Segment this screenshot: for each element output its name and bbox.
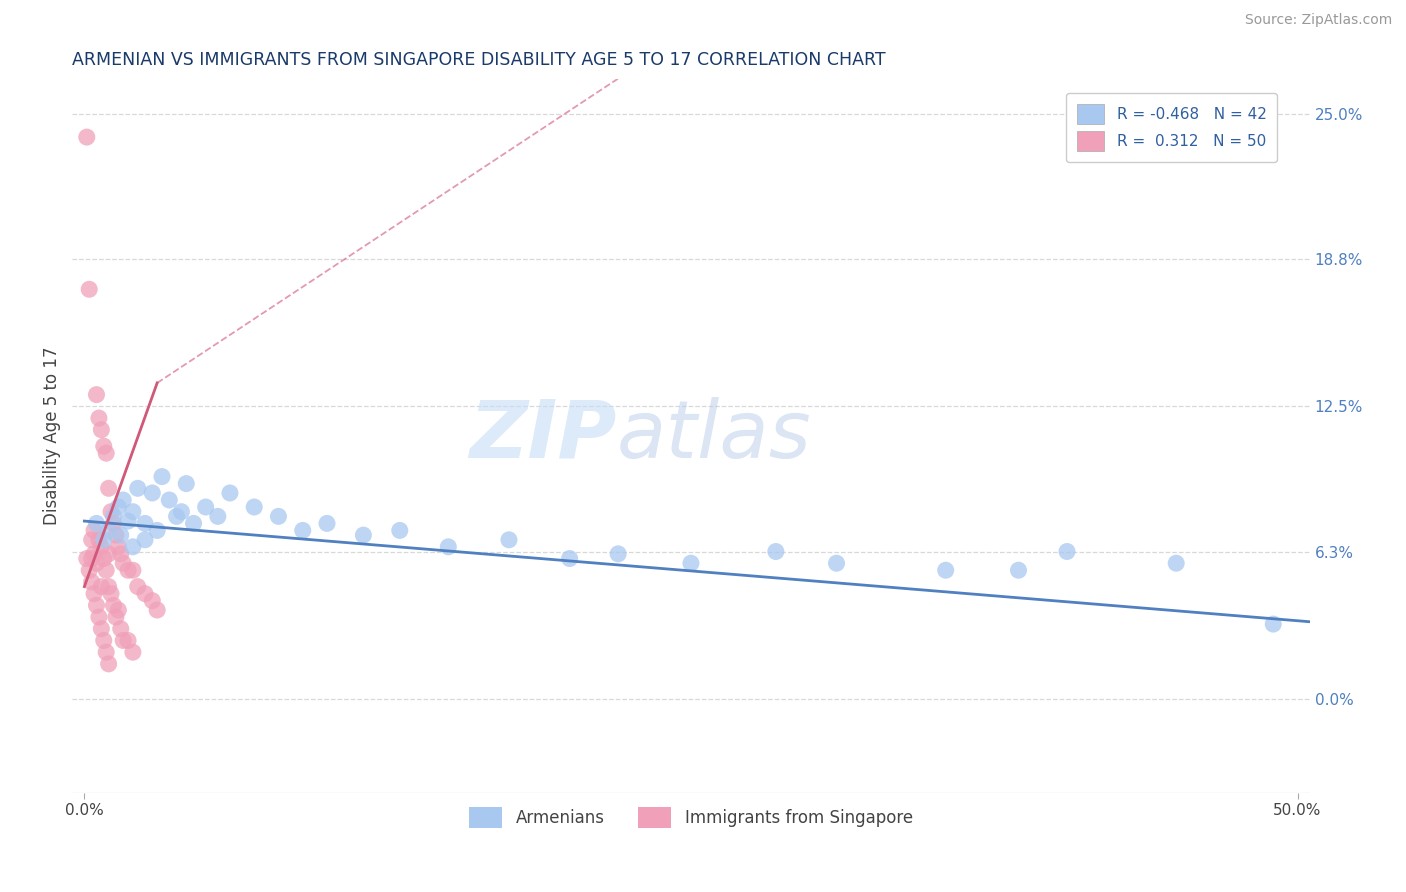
Point (86, 556, 108, 570)
Legend: Armenians, Immigrants from Singapore: Armenians, Immigrants from Singapore (463, 801, 920, 834)
Point (96, 645, 118, 659)
Point (207, 509, 229, 524)
Point (352, 528, 374, 542)
Point (765, 544, 787, 558)
Point (825, 556, 848, 570)
Point (117, 563, 139, 577)
Point (86, 516, 108, 531)
Point (183, 516, 205, 531)
Point (104, 610, 127, 624)
Point (117, 514, 139, 528)
Point (607, 547, 630, 561)
Point (77, 282, 100, 296)
Point (267, 509, 290, 524)
Text: Source: ZipAtlas.com: Source: ZipAtlas.com (1244, 13, 1392, 28)
Point (80, 574, 103, 589)
Point (127, 481, 149, 495)
Point (112, 493, 135, 508)
Point (107, 500, 129, 514)
Point (935, 563, 957, 577)
Point (122, 563, 145, 577)
Point (93, 633, 115, 648)
Point (141, 593, 163, 607)
Point (93, 533, 115, 547)
Point (90, 540, 112, 554)
Text: atlas: atlas (617, 397, 811, 475)
Point (122, 505, 145, 519)
Point (174, 476, 197, 491)
Point (170, 505, 193, 519)
Point (76, 551, 98, 566)
Point (100, 505, 122, 519)
Point (134, 516, 156, 531)
Point (157, 493, 180, 508)
Point (87, 533, 110, 547)
Point (87, 411, 110, 425)
Point (103, 516, 125, 531)
Point (90, 580, 112, 594)
Point (80, 551, 103, 566)
Point (97, 481, 120, 495)
Point (134, 533, 156, 547)
Point (90, 423, 112, 437)
Point (146, 524, 169, 538)
Point (1263, 617, 1285, 632)
Point (93, 439, 115, 453)
Point (103, 599, 125, 613)
Point (1166, 556, 1188, 570)
Y-axis label: Disability Age 5 to 17: Disability Age 5 to 17 (44, 346, 60, 524)
Point (80, 533, 103, 547)
Point (219, 486, 242, 500)
Point (316, 516, 339, 531)
Point (388, 524, 411, 538)
Point (1056, 544, 1078, 558)
Point (122, 645, 145, 659)
Point (83, 587, 105, 601)
Point (110, 547, 132, 561)
Text: ARMENIAN VS IMMIGRANTS FROM SINGAPORE DISABILITY AGE 5 TO 17 CORRELATION CHART: ARMENIAN VS IMMIGRANTS FROM SINGAPORE DI… (72, 51, 886, 69)
Point (146, 603, 169, 617)
Point (104, 528, 127, 542)
Point (679, 556, 702, 570)
Point (107, 540, 129, 554)
Point (141, 486, 163, 500)
Point (83, 524, 105, 538)
Point (291, 524, 314, 538)
Point (93, 551, 115, 566)
Point (96, 446, 118, 460)
Point (100, 587, 122, 601)
Point (112, 556, 135, 570)
Point (87, 610, 110, 624)
Point (90, 622, 112, 636)
Point (103, 509, 125, 524)
Point (77, 563, 100, 577)
Point (150, 469, 173, 483)
Point (558, 551, 581, 566)
Point (97, 580, 120, 594)
Point (97, 524, 120, 538)
Point (194, 500, 217, 514)
Point (498, 533, 520, 547)
Point (107, 603, 129, 617)
Point (96, 563, 118, 577)
Point (127, 580, 149, 594)
Point (86, 387, 108, 401)
Point (83, 547, 105, 561)
Text: ZIP: ZIP (470, 397, 617, 475)
Point (117, 633, 139, 648)
Point (76, 130, 98, 145)
Point (166, 509, 188, 524)
Point (122, 540, 145, 554)
Point (112, 633, 135, 648)
Point (110, 622, 132, 636)
Point (437, 540, 460, 554)
Point (243, 500, 266, 514)
Point (1007, 563, 1029, 577)
Point (86, 599, 108, 613)
Point (97, 657, 120, 671)
Point (134, 587, 156, 601)
Point (110, 528, 132, 542)
Point (97, 547, 120, 561)
